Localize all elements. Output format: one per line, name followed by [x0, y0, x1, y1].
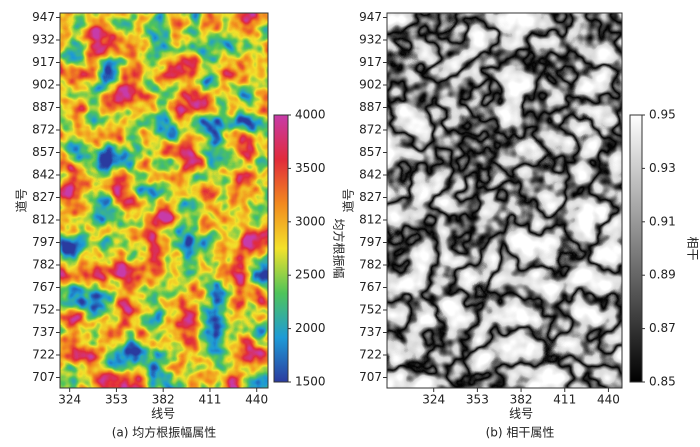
x-tick-label: 440 — [597, 393, 620, 407]
y-tick-label: 917 — [359, 55, 382, 69]
y-tick-label: 857 — [32, 145, 55, 159]
y-tick-label: 857 — [359, 145, 382, 159]
y-tick-label: 842 — [359, 168, 382, 182]
x-tick-label: 324 — [422, 393, 445, 407]
y-tick-label: 947 — [359, 10, 382, 24]
y-tick-label: 812 — [359, 213, 382, 227]
colorbar-tick-label: 3000 — [295, 214, 326, 228]
x-tick-label: 411 — [553, 393, 576, 407]
y-tick-label: 752 — [359, 303, 382, 317]
colorbar-tick-label: 0.87 — [649, 321, 676, 335]
y-tick-label: 887 — [359, 100, 382, 114]
heatmap-image — [60, 13, 268, 388]
y-axis-label: 道号 — [342, 188, 356, 212]
colorbar-tick-label: 0.95 — [649, 108, 676, 122]
y-tick-label: 737 — [32, 325, 55, 339]
x-axis-label: 线号 — [509, 407, 533, 421]
y-tick-label: 902 — [32, 78, 55, 92]
x-axis-label: 线号 — [151, 407, 175, 421]
plot-frame — [386, 12, 623, 389]
y-tick-label: 827 — [32, 190, 55, 204]
x-tick-label: 440 — [245, 393, 268, 407]
colorbar — [273, 114, 289, 383]
colorbar-label: 均方根振幅 — [332, 218, 347, 278]
y-tick-label: 782 — [32, 258, 55, 272]
x-tick-label: 382 — [510, 393, 533, 407]
colorbar-tick-label: 0.91 — [649, 214, 676, 228]
colorbar-tick-label: 0.85 — [649, 375, 676, 389]
y-tick-label: 707 — [32, 370, 55, 384]
y-tick-label: 797 — [32, 235, 55, 249]
plot-frame — [59, 12, 269, 389]
y-tick-label: 932 — [32, 33, 55, 47]
colorbar-tick-label: 1500 — [295, 375, 326, 389]
y-tick-label: 722 — [359, 348, 382, 362]
colorbar-tick-label: 2000 — [295, 321, 326, 335]
y-tick-label: 917 — [32, 55, 55, 69]
x-tick-label: 353 — [466, 393, 489, 407]
y-tick-label: 752 — [32, 303, 55, 317]
colorbar-tick-label: 0.89 — [649, 268, 676, 282]
colorbar-tick-label: 3500 — [295, 161, 326, 175]
caption: (b) 相干属性 — [486, 426, 555, 440]
y-tick-label: 887 — [32, 100, 55, 114]
y-tick-label: 767 — [32, 280, 55, 294]
y-axis-label: 道号 — [15, 188, 29, 212]
y-tick-label: 932 — [359, 33, 382, 47]
colorbar-tick-label: 4000 — [295, 108, 326, 122]
colorbar-tick-label: 2500 — [295, 268, 326, 282]
y-tick-label: 797 — [359, 235, 382, 249]
y-tick-label: 722 — [32, 348, 55, 362]
y-tick-label: 947 — [32, 10, 55, 24]
y-tick-label: 782 — [359, 258, 382, 272]
y-tick-label: 902 — [359, 78, 382, 92]
colorbar-tick-label: 0.93 — [649, 161, 676, 175]
y-tick-label: 812 — [32, 213, 55, 227]
caption: (a) 均方根振幅属性 — [112, 425, 217, 440]
y-tick-label: 707 — [359, 370, 382, 384]
x-tick-label: 353 — [105, 393, 128, 407]
y-tick-label: 872 — [359, 123, 382, 137]
y-tick-label: 737 — [359, 325, 382, 339]
x-tick-label: 382 — [152, 393, 175, 407]
colorbar-label: 相干 — [686, 236, 700, 260]
y-tick-label: 872 — [32, 123, 55, 137]
y-tick-label: 827 — [359, 190, 382, 204]
x-tick-label: 324 — [58, 393, 81, 407]
y-tick-label: 767 — [359, 280, 382, 294]
colorbar — [629, 114, 643, 383]
y-tick-label: 842 — [32, 168, 55, 182]
heatmap-image — [387, 13, 622, 388]
x-tick-label: 411 — [199, 393, 222, 407]
